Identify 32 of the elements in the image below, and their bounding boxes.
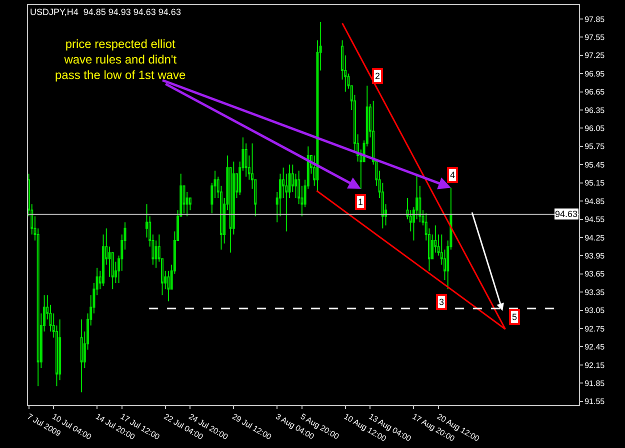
y-tick-label: 94.55	[584, 215, 606, 224]
y-tick-label: 93.35	[584, 288, 606, 297]
y-tick-label: 97.85	[584, 14, 606, 24]
y-tick-label: 91.55	[584, 397, 606, 406]
y-tick-label: 94.25	[584, 233, 606, 242]
annotation: 5	[512, 312, 518, 322]
y-tick-label: 97.25	[584, 51, 606, 60]
candlestick	[80, 318, 83, 393]
y-tick-label: 96.35	[584, 106, 606, 115]
y-tick-label: 95.15	[584, 178, 606, 188]
y-tick-label: 92.75	[584, 324, 606, 334]
annotation: 1	[358, 197, 364, 207]
y-tick-label: 93.65	[584, 270, 606, 279]
y-tick-label: 92.15	[584, 360, 606, 370]
y-tick-label: 96.95	[584, 69, 606, 78]
y-tick-label: 97.55	[584, 32, 606, 42]
y-tick-label: 96.65	[584, 88, 606, 97]
annotation: price respected elliot wave rules and didn't pass the low of 1st wave	[55, 37, 186, 82]
y-tick-label: 95.75	[584, 142, 606, 152]
y-tick-label: 92.45	[584, 342, 606, 352]
annotation: 2	[375, 71, 380, 81]
y-tick-label: 93.95	[584, 251, 606, 260]
chart-title: USDJPY,H4 94.85 94.93 94.63 94.63	[30, 7, 181, 17]
y-tick-label: 91.85	[584, 378, 606, 388]
ref-line-label: 94.63	[555, 209, 578, 219]
y-tick-label: 95.45	[584, 160, 606, 170]
y-tick-label: 94.85	[584, 196, 606, 206]
annotation: 3	[439, 297, 444, 307]
x-tick-label: 29 Jul 12:00	[230, 412, 274, 442]
y-tick-label: 96.05	[584, 124, 606, 134]
y-tick-label: 93.05	[584, 306, 606, 316]
annotation: 4	[450, 170, 456, 180]
